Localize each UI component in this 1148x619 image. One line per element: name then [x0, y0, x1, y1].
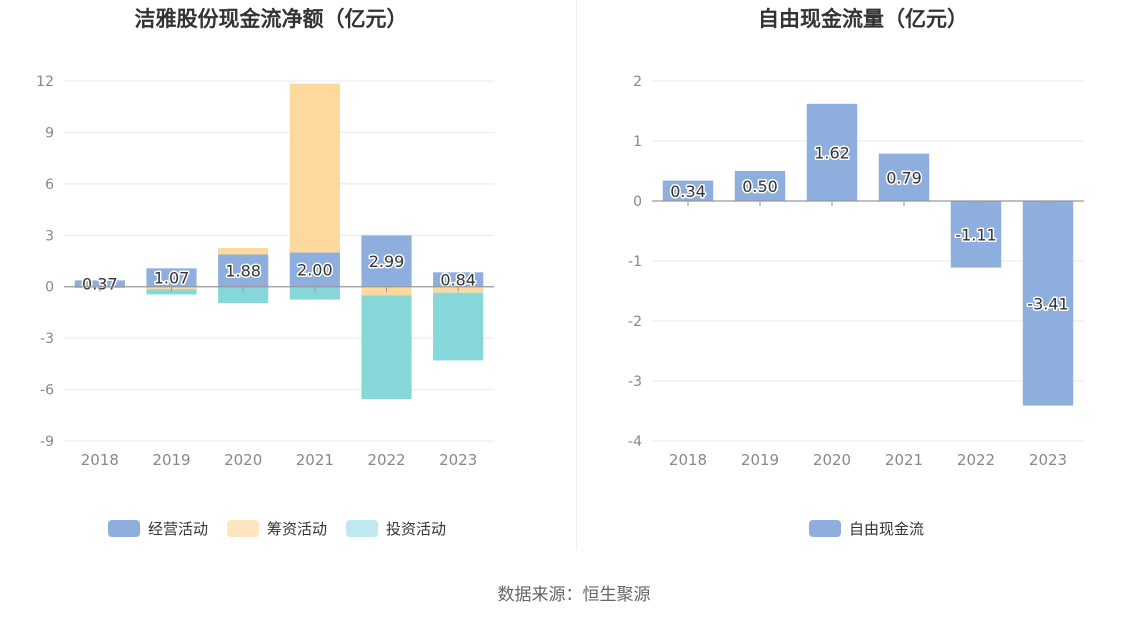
left-ytick-label: 3 [45, 228, 54, 244]
left-xtick-label: 2021 [296, 451, 334, 469]
left-ytick-label: -9 [40, 434, 54, 450]
left-ytick-label: 0 [45, 280, 54, 296]
left-bars [74, 83, 484, 399]
right-bar-自由现金流-2020 [806, 103, 858, 201]
right-ytick-label: -3 [628, 374, 642, 390]
left-bar-筹资活动-2021 [289, 83, 340, 253]
right-legend[interactable]: 自由现金流 [809, 520, 924, 538]
left-bar-经营活动-2019 [146, 268, 197, 287]
right-grid [652, 80, 1084, 442]
left-data-label: 0.84 [440, 271, 476, 290]
right-ytick-label: 2 [633, 74, 642, 90]
left-legend-swatch [227, 520, 259, 537]
left-chart-title: 洁雅股份现金流净额（亿元） [135, 7, 408, 31]
data-source: 数据来源：恒生聚源 [497, 585, 651, 605]
left-axis: 12 9 6 3 0 -3 -6 -9 2018 2019 2020 2021 2022 2023 [36, 74, 494, 469]
left-data-label: 2.00 [297, 261, 333, 280]
left-data-label: 0.37 [82, 275, 118, 294]
right-xtick-label: 2019 [741, 451, 779, 469]
right-xtick-label: 2018 [669, 451, 707, 469]
right-legend-label: 自由现金流 [849, 520, 924, 538]
right-xtick-label: 2021 [885, 451, 923, 469]
left-ytick-label: -3 [40, 331, 54, 347]
right-bar-自由现金流-2021 [878, 153, 930, 201]
left-ytick-label: 9 [45, 125, 54, 141]
left-bar-经营活动-2023 [433, 272, 484, 287]
right-ytick-label: -2 [628, 314, 642, 330]
right-data-label: -1.11 [955, 225, 996, 244]
right-xtick-label: 2020 [813, 451, 851, 469]
right-ytick-label: 0 [633, 194, 642, 210]
left-xtick-label: 2020 [224, 451, 262, 469]
left-bar-投资活动-2021 [289, 286, 340, 300]
right-chart-title: 自由现金流量（亿元） [758, 7, 968, 31]
right-bars [662, 103, 1074, 406]
left-legend-label: 经营活动 [148, 520, 208, 538]
right-ytick-label: -1 [628, 254, 642, 270]
left-legend-label: 筹资活动 [267, 520, 327, 538]
right-data-labels: 0.34 0.50 1.62 0.79 -1.11 -3.41 [669, 142, 1071, 315]
right-bar-自由现金流-2018 [662, 180, 714, 201]
left-data-label: 1.07 [154, 269, 190, 288]
chart-divider [576, 0, 577, 550]
free-cash-flow-chart: 自由现金流量（亿元） 0.34 0.50 1.62 0.79 -1.11 -3.41 2 1… [628, 7, 1084, 538]
right-xtick-label: 2022 [957, 451, 995, 469]
left-bar-投资活动-2019 [146, 289, 197, 295]
right-axis: 2 1 0 -1 -2 -3 -4 2018 2019 2020 2021 2022 2023 [628, 74, 1084, 469]
left-xtick-label: 2022 [367, 451, 405, 469]
cash-flow-net-chart: 洁雅股份现金流净额（亿元） 0.37 1.07 1.88 2.00 2.99 0.84 1… [36, 7, 494, 538]
left-xtick-label: 2018 [81, 451, 119, 469]
left-bar-经营活动-2018 [74, 280, 125, 287]
left-bar-投资活动-2022 [361, 295, 412, 399]
right-data-label: 0.50 [742, 177, 778, 196]
left-bar-筹资活动-2020 [218, 247, 269, 255]
right-bar-自由现金流-2022 [950, 201, 1002, 268]
left-legend-swatch [346, 520, 378, 537]
left-legend[interactable]: 经营活动 筹资活动 投资活动 [108, 520, 446, 538]
right-data-label: 1.62 [814, 143, 850, 162]
right-legend-swatch [809, 520, 841, 537]
right-data-label: -3.41 [1027, 294, 1068, 313]
left-bar-经营活动-2020 [218, 254, 269, 287]
right-bar-自由现金流-2019 [734, 171, 786, 201]
right-data-label: 0.79 [886, 168, 922, 187]
left-legend-label: 投资活动 [386, 520, 446, 538]
left-bar-投资活动-2023 [433, 292, 484, 361]
left-ytick-label: -6 [40, 383, 54, 399]
left-data-label: 1.88 [225, 262, 261, 281]
right-ytick-label: -4 [628, 434, 642, 450]
left-ytick-label: 6 [45, 177, 54, 193]
left-grid [64, 80, 494, 442]
left-xtick-label: 2019 [152, 451, 190, 469]
right-data-label: 0.34 [670, 182, 706, 201]
left-legend-swatch [108, 520, 140, 537]
left-xtick-label: 2023 [439, 451, 477, 469]
left-bar-投资活动-2020 [218, 286, 269, 303]
left-ytick-label: 12 [36, 74, 54, 90]
right-ytick-label: 1 [633, 134, 642, 150]
right-bar-自由现金流-2023 [1022, 201, 1074, 406]
left-bar-经营活动-2022 [361, 235, 412, 287]
left-bar-经营活动-2021 [289, 252, 340, 287]
left-data-label: 2.99 [369, 252, 405, 271]
right-xtick-label: 2023 [1029, 451, 1067, 469]
left-data-labels: 0.37 1.07 1.88 2.00 2.99 0.84 [81, 251, 478, 295]
